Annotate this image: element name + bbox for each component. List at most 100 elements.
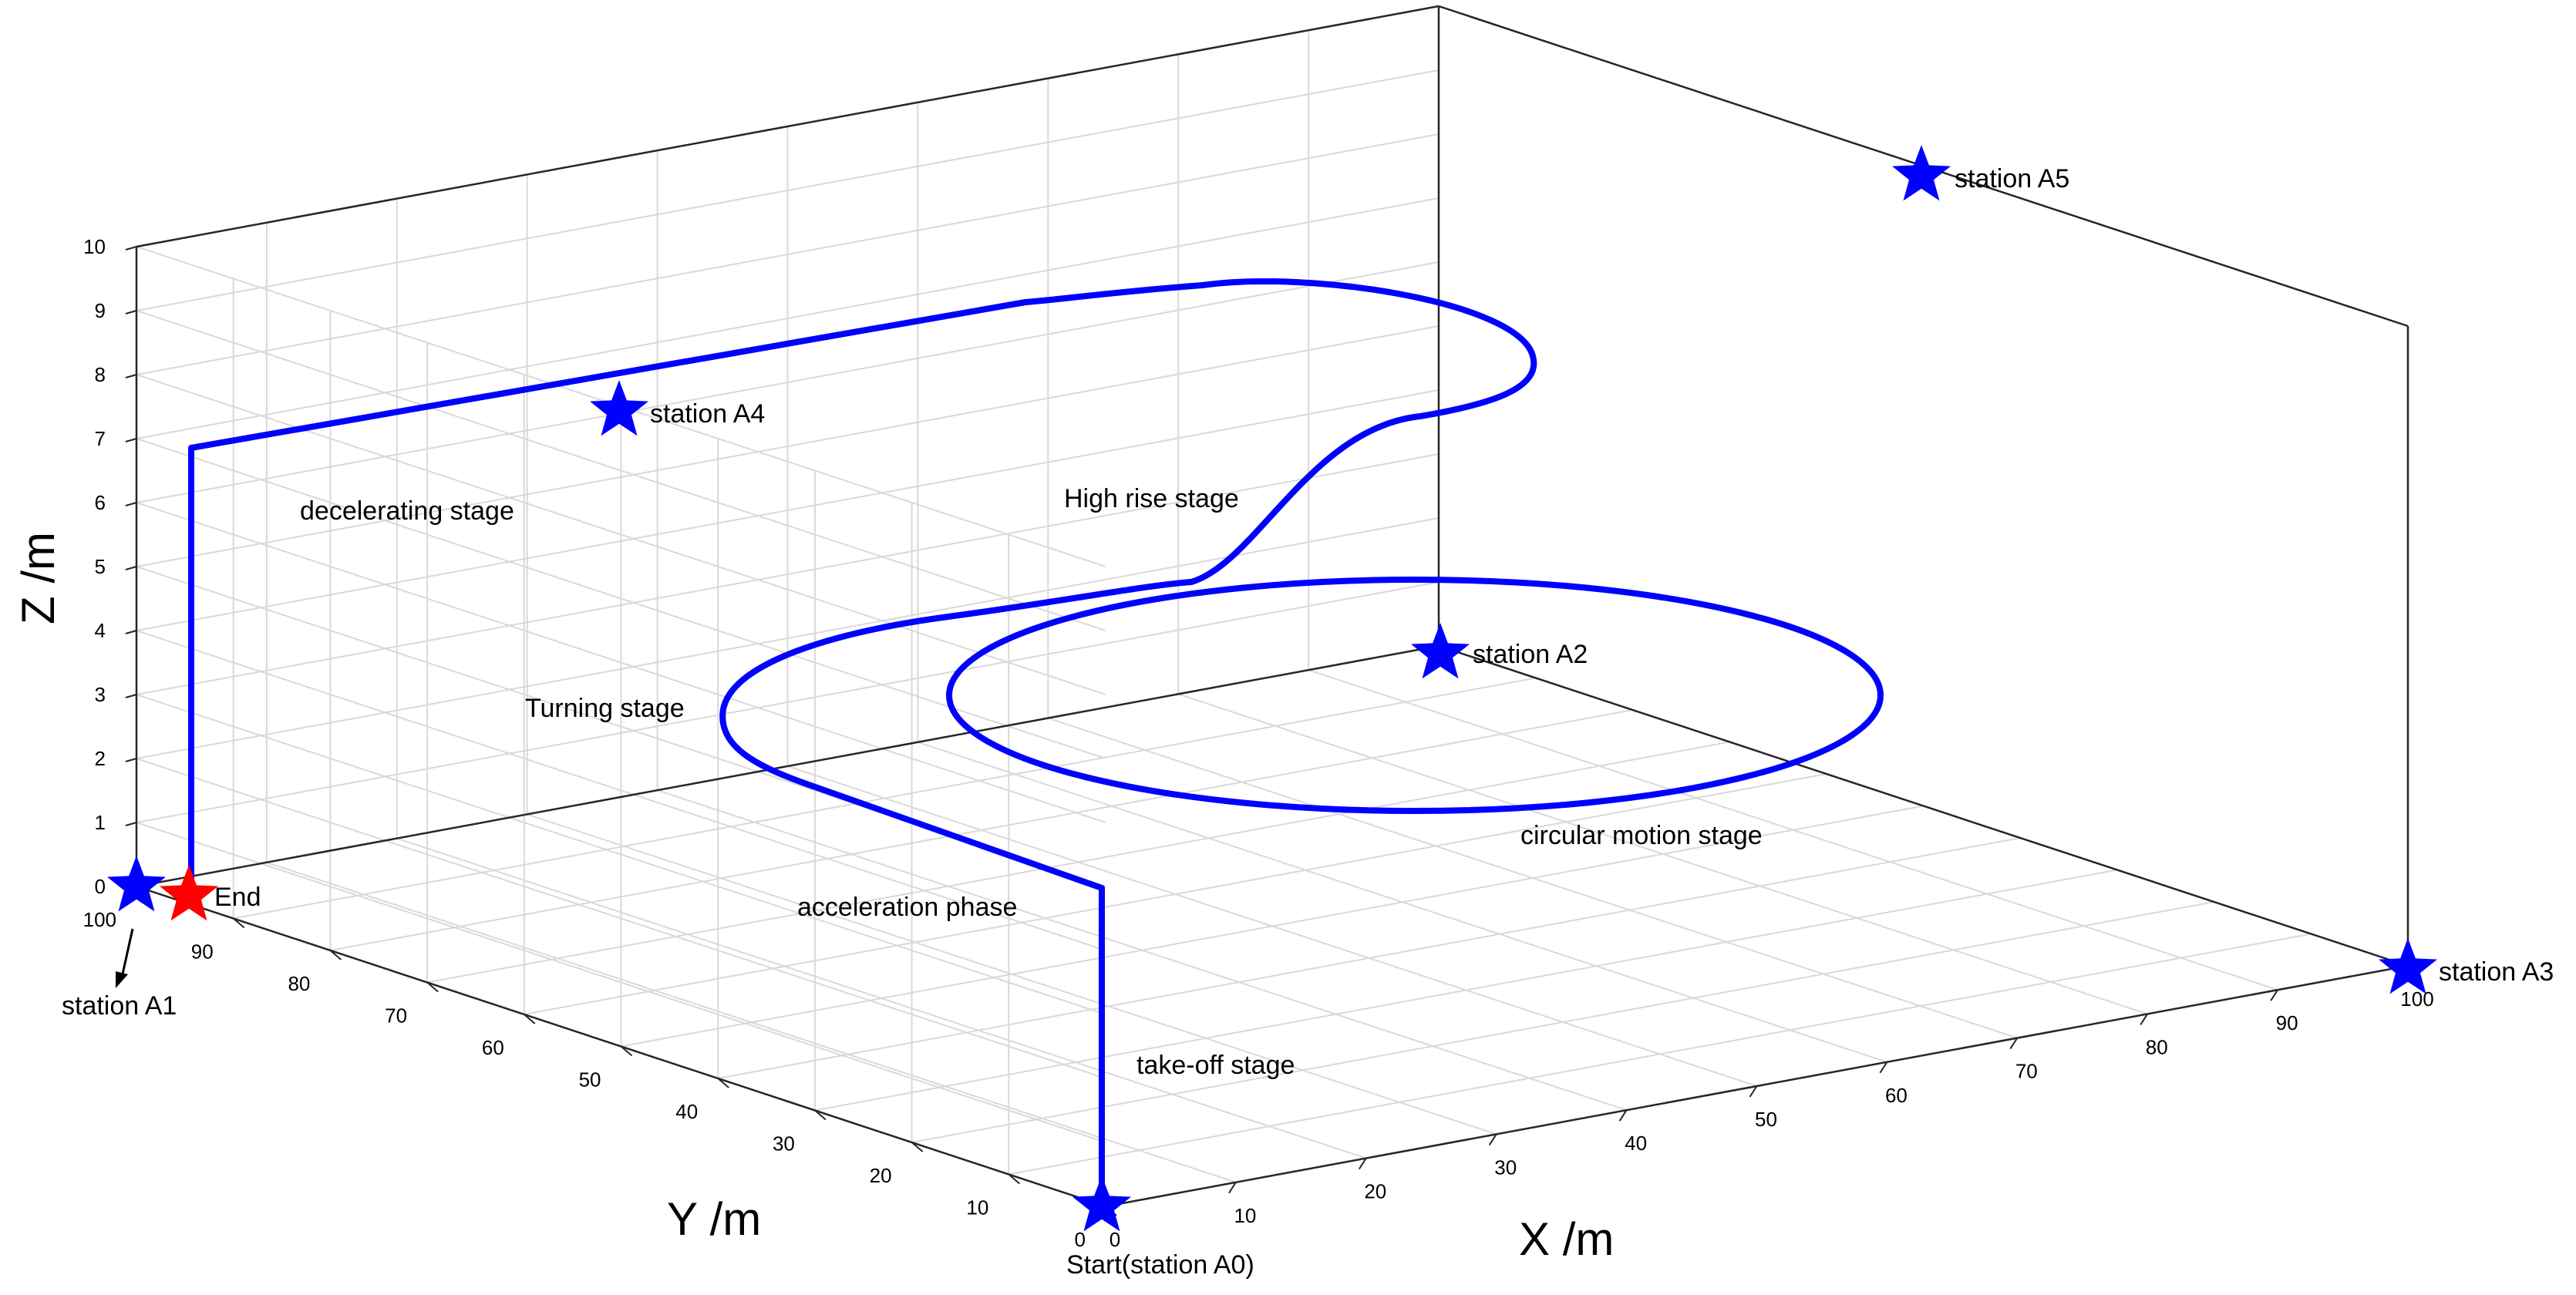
y-tick-label: 100	[83, 908, 116, 931]
z-tick	[125, 310, 137, 314]
grid-line	[136, 581, 1440, 823]
station-label-a2: station A2	[1473, 640, 1588, 669]
y-tick-label: 20	[870, 1164, 892, 1187]
x-tick-label: 20	[1364, 1180, 1386, 1203]
x-tick	[1488, 1133, 1497, 1145]
station-marker-a4	[590, 380, 648, 436]
z-tick-label: 9	[95, 299, 106, 322]
grid-line	[136, 453, 1440, 695]
stage-label-high-rise: High rise stage	[1064, 484, 1239, 513]
grid-line	[136, 822, 1106, 1143]
y-tick	[1008, 1173, 1020, 1185]
z-tick-label: 2	[95, 747, 106, 770]
grid-line	[136, 325, 1440, 567]
x-tick	[1879, 1061, 1888, 1074]
x-tick-label: 60	[1885, 1084, 1908, 1107]
station-label-a5: station A5	[1955, 164, 2069, 193]
z-tick	[125, 630, 137, 634]
y-tick	[524, 1014, 536, 1024]
y-tick	[620, 1045, 633, 1057]
station-label-a1: station A1	[62, 991, 177, 1021]
z-tick-label: 3	[95, 683, 106, 706]
axis-edge	[136, 644, 1440, 888]
y-tick-label: 60	[482, 1036, 504, 1059]
z-tick	[125, 374, 137, 378]
trajectory-circular-motion	[946, 577, 1884, 814]
z-tick	[125, 502, 137, 506]
grid-line	[136, 261, 1440, 503]
grid-line	[426, 741, 1730, 984]
z-tick-label: 4	[95, 619, 106, 642]
station-marker-a1	[107, 856, 166, 912]
stage-label-decelerating: decelerating stage	[300, 496, 514, 526]
z-tick-label: 6	[95, 491, 106, 514]
z-tick	[125, 822, 137, 826]
grid-line	[136, 502, 1106, 823]
trajectory	[188, 278, 1884, 1208]
x-tick-label: 80	[2146, 1035, 2168, 1058]
station-marker-a2	[1411, 623, 1470, 679]
x-tick-label: 90	[2276, 1011, 2298, 1034]
grid-line	[136, 758, 1106, 1079]
grid-line	[1177, 693, 2148, 1015]
x-tick-label: 10	[1234, 1204, 1256, 1227]
y-tick	[814, 1109, 827, 1121]
x-tick	[1358, 1158, 1367, 1170]
grid-line	[136, 694, 1106, 1015]
station-label-a3: station A3	[2439, 957, 2554, 987]
station-marker-a0	[1072, 1176, 1131, 1232]
x-tick-label: 50	[1755, 1108, 1777, 1131]
grid-line	[136, 197, 1440, 439]
x-tick	[1618, 1109, 1628, 1122]
x-tick	[1228, 1182, 1237, 1194]
station-label-a0: Start(station A0)	[1066, 1250, 1254, 1280]
trajectory-high-rise-decelerating	[188, 278, 1537, 896]
grid-line	[136, 310, 1106, 631]
grid-line	[1047, 717, 2018, 1039]
y-tick	[426, 981, 439, 993]
station-label-end: End	[214, 883, 261, 912]
x-tick	[1749, 1085, 1758, 1098]
x-tick	[2270, 989, 2278, 1001]
grid-line	[233, 677, 1536, 920]
y-tick-label: 80	[288, 972, 310, 995]
grid-line	[136, 69, 1440, 311]
y-tick-label: 50	[579, 1068, 601, 1092]
grid-line	[136, 517, 1440, 759]
stage-label-take-off: take-off stage	[1136, 1051, 1295, 1080]
station-a1-arrow	[116, 928, 134, 988]
stage-label-turning: Turning stage	[525, 694, 685, 723]
tick-labels: 0 0 0 10 10 1 20 20 2 30 30 3 40 40 4 50 50 5 60 60 6 70 70 7 80…	[83, 235, 2434, 1251]
y-tick-label: 10	[966, 1196, 988, 1219]
y-tick	[717, 1078, 729, 1088]
z-tick	[125, 246, 137, 251]
y-tick	[329, 950, 342, 960]
station-marker-end	[160, 865, 218, 921]
axis-edge	[136, 5, 1440, 248]
x-tick-label: 100	[2400, 987, 2433, 1011]
z-tick	[125, 438, 137, 442]
x-tick	[2009, 1038, 2019, 1050]
z-tick	[125, 758, 137, 762]
grid-line	[621, 805, 1924, 1048]
grid-line	[136, 389, 1440, 631]
y-tick-label: 0	[1075, 1228, 1086, 1251]
grid-line	[136, 133, 1440, 375]
station-marker-a3	[2379, 938, 2437, 994]
axis-edge	[1438, 644, 2409, 967]
z-axis-label: Z /m	[12, 532, 64, 624]
grid-line	[1308, 669, 2278, 991]
z-tick-label: 10	[83, 235, 106, 258]
station-marker-a5	[1892, 145, 1951, 201]
z-tick-label: 0	[95, 875, 106, 898]
station-markers	[107, 145, 2437, 1232]
y-axis-label: Y /m	[667, 1193, 761, 1245]
grid-line	[136, 630, 1106, 951]
grid-line	[918, 741, 1887, 1063]
stage-label-circular: circular motion stage	[1520, 821, 1763, 850]
y-tick	[911, 1142, 924, 1152]
y-tick-label: 70	[385, 1004, 407, 1028]
z-tick	[125, 566, 137, 570]
z-tick	[125, 694, 137, 698]
